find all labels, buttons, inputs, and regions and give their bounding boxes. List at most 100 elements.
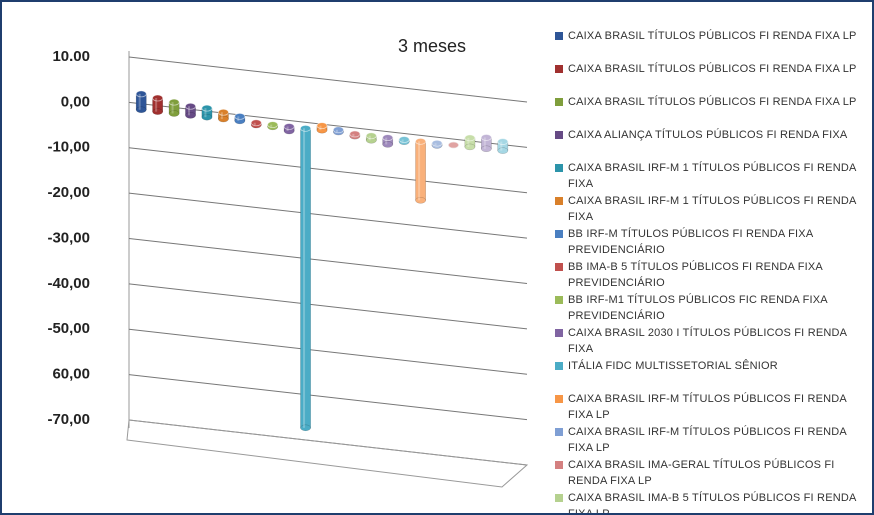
legend-swatch xyxy=(555,461,563,469)
legend-label: CAIXA BRASIL TÍTULOS PÚBLICOS FI RENDA F… xyxy=(568,63,857,75)
legend-item: ITÁLIA FIDC MULTISSETORIAL SÊNIOR xyxy=(555,358,860,391)
grid-line xyxy=(128,147,528,194)
bar-bottom xyxy=(481,145,492,153)
bar-shine xyxy=(220,112,223,120)
legend-label: CAIXA BRASIL IMA-B 5 TÍTULOS PÚBLICOS FI… xyxy=(568,492,856,513)
bar-shine xyxy=(483,137,486,149)
bar-cap xyxy=(152,94,164,102)
bar-shine xyxy=(335,129,338,133)
grid-line xyxy=(128,283,528,330)
legend-label: CAIXA BRASIL IRF-M TÍTULOS PÚBLICOS FI R… xyxy=(568,393,847,421)
bar-shine xyxy=(286,126,289,132)
legend-swatch xyxy=(555,329,563,337)
grid-line xyxy=(128,328,528,375)
legend-label: BB IRF-M TÍTULOS PÚBLICOS FI RENDA FIXA … xyxy=(568,228,813,256)
bar-cap xyxy=(300,124,312,132)
grid-line xyxy=(128,192,528,239)
legend-item: CAIXA BRASIL IMA-B 5 TÍTULOS PÚBLICOS FI… xyxy=(555,490,860,513)
bar-shine xyxy=(500,141,503,151)
grid-line xyxy=(128,238,528,284)
bar-cap xyxy=(267,121,279,129)
legend-swatch xyxy=(555,263,563,271)
legend-label: CAIXA BRASIL 2030 I TÍTULOS PÚBLICOS FI … xyxy=(568,327,847,355)
legend-item: CAIXA BRASIL IRF-M TÍTULOS PÚBLICOS FI R… xyxy=(555,391,860,424)
grid-line xyxy=(128,56,528,103)
legend-item: CAIXA BRASIL TÍTULOS PÚBLICOS FI RENDA F… xyxy=(555,61,860,94)
legend-swatch xyxy=(555,428,563,436)
bar-shine xyxy=(270,124,273,127)
bar-cap xyxy=(431,139,443,147)
bar-bottom xyxy=(300,424,311,432)
legend-item: CAIXA BRASIL TÍTULOS PÚBLICOS FI RENDA F… xyxy=(555,28,860,61)
legend-item: CAIXA BRASIL 2030 I TÍTULOS PÚBLICOS FI … xyxy=(555,325,860,358)
bar-cap xyxy=(316,122,328,130)
floor xyxy=(126,419,529,488)
legend-label: CAIXA BRASIL TÍTULOS PÚBLICOS FI RENDA F… xyxy=(568,30,857,42)
bar-cap xyxy=(415,137,427,145)
legend-label: CAIXA BRASIL TÍTULOS PÚBLICOS FI RENDA F… xyxy=(568,96,857,108)
y-tick-label: -20,00 xyxy=(47,184,90,201)
bar-cap xyxy=(185,102,197,110)
bar-bottom xyxy=(382,141,394,148)
bar-shine xyxy=(155,98,158,112)
bar-cap xyxy=(447,141,459,149)
bar-cap xyxy=(234,112,246,120)
legend-item: CAIXA BRASIL IRF-M 1 TÍTULOS PÚBLICOS FI… xyxy=(555,160,860,193)
bar-cap xyxy=(283,123,295,130)
legend-swatch xyxy=(555,32,563,40)
bar-shine xyxy=(303,128,306,428)
legend-label: CAIXA BRASIL IRF-M TÍTULOS PÚBLICOS FI R… xyxy=(568,426,847,454)
bar-bottom xyxy=(497,147,509,154)
bar-shine xyxy=(138,93,141,110)
bar-cap xyxy=(398,136,410,143)
bar-shine xyxy=(434,143,437,146)
legend-label: CAIXA BRASIL IMA-GERAL TÍTULOS PÚBLICOS … xyxy=(568,459,835,487)
bar-cap xyxy=(497,138,509,145)
y-tick-label: -40,00 xyxy=(47,275,90,292)
y-tick-label: -70,00 xyxy=(47,411,90,428)
bar-cap xyxy=(135,90,147,98)
legend-label: CAIXA BRASIL IRF-M 1 TÍTULOS PÚBLICOS FI… xyxy=(568,195,856,223)
legend-item: CAIXA BRASIL IRF-M TÍTULOS PÚBLICOS FI R… xyxy=(555,424,860,457)
legend-label: BB IMA-B 5 TÍTULOS PÚBLICOS FI RENDA FIX… xyxy=(568,261,823,289)
bar-cap xyxy=(250,119,262,127)
y-tick-label: -30,00 xyxy=(47,229,90,246)
legend-swatch xyxy=(555,494,563,502)
legend-swatch xyxy=(555,395,563,403)
legend-item: CAIXA ALIANÇA TÍTULOS PÚBLICOS FI RENDA … xyxy=(555,127,860,160)
legend-label: CAIXA ALIANÇA TÍTULOS PÚBLICOS FI RENDA … xyxy=(568,129,848,141)
grid-line xyxy=(128,374,528,421)
legend-swatch xyxy=(555,164,563,172)
bar-shine xyxy=(237,116,240,121)
legend-label: CAIXA BRASIL IRF-M 1 TÍTULOS PÚBLICOS FI… xyxy=(568,162,856,190)
legend-swatch xyxy=(555,131,563,139)
legend-label: BB IRF-M1 TÍTULOS PÚBLICOS FIC RENDA FIX… xyxy=(568,294,828,322)
bar-cap xyxy=(349,130,361,138)
bar-bottom xyxy=(218,115,229,123)
bar-bottom xyxy=(201,113,213,121)
bar-shine xyxy=(467,137,470,147)
bar-bottom xyxy=(135,106,147,114)
bar-shine xyxy=(187,106,191,116)
legend: CAIXA BRASIL TÍTULOS PÚBLICOS FI RENDA F… xyxy=(555,28,860,513)
bar xyxy=(300,128,311,429)
y-tick-label: 60,00 xyxy=(52,366,90,383)
legend-swatch xyxy=(555,197,563,205)
legend-item: BB IRF-M TÍTULOS PÚBLICOS FI RENDA FIXA … xyxy=(555,226,860,259)
legend-swatch xyxy=(555,65,563,73)
y-tick-label: -10,00 xyxy=(47,139,90,156)
bar-bottom xyxy=(415,197,426,204)
bar-cap xyxy=(382,134,394,142)
legend-swatch xyxy=(555,230,563,238)
legend-item: CAIXA BRASIL IMA-GERAL TÍTULOS PÚBLICOS … xyxy=(555,457,860,490)
legend-item: CAIXA BRASIL TÍTULOS PÚBLICOS FI RENDA F… xyxy=(555,94,860,127)
legend-label: ITÁLIA FIDC MULTISSETORIAL SÊNIOR xyxy=(568,360,778,372)
chart-title: 3 meses xyxy=(398,36,466,56)
bar-cap xyxy=(217,108,229,116)
bar-bottom xyxy=(185,112,196,119)
y-tick-label: 0,00 xyxy=(61,93,90,110)
bar-shine xyxy=(253,122,256,126)
bar-shine xyxy=(385,137,388,145)
